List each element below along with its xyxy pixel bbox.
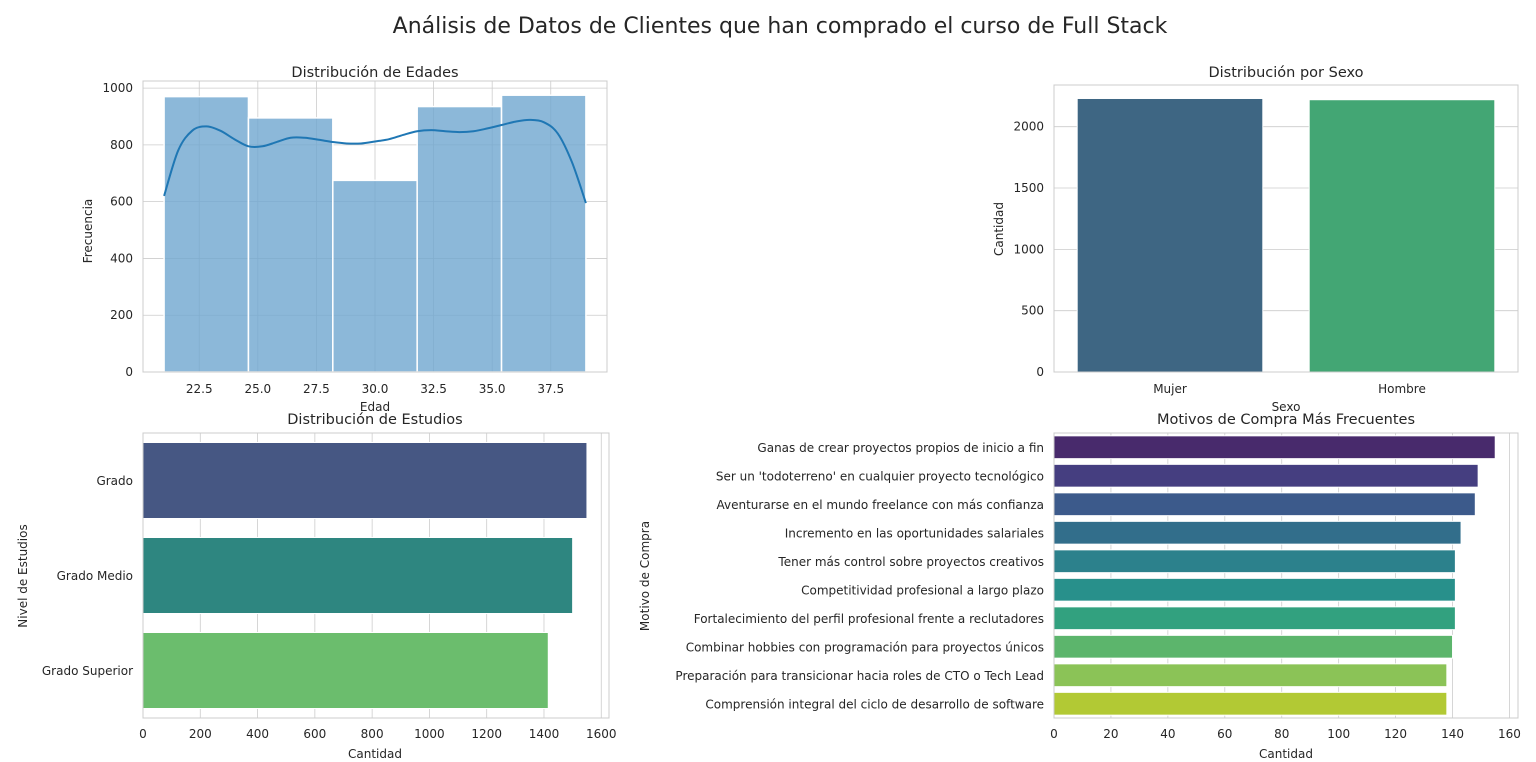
sex-bar: [1308, 99, 1496, 373]
studies-xtick-label: 1000: [414, 727, 445, 741]
sex-bar-frame: [1053, 84, 1519, 373]
motives-barh-ylabel: Motivo de Compra: [638, 521, 652, 631]
motives-bar: [1053, 606, 1456, 631]
age-histogram-bar: [416, 105, 503, 373]
sex-ytick-label: 0: [1036, 365, 1044, 379]
motives-ytick-label: Comprensión integral del ciclo de desarr…: [705, 697, 1044, 711]
motives-xtick-label: 20: [1103, 727, 1118, 741]
age-histogram-ylabel: Frecuencia: [81, 199, 95, 264]
studies-xtick-label: 1600: [586, 727, 617, 741]
studies-ytick-label: Grado Medio: [57, 569, 133, 583]
age-histogram-frame: [142, 80, 608, 373]
age-histogram-bar: [332, 179, 418, 373]
sex-ytick-label: 2000: [1013, 120, 1044, 134]
studies-ytick-label: Grado: [96, 474, 133, 488]
age-histogram-bar: [500, 94, 587, 373]
motives-ytick-label: Preparación para transicionar hacia role…: [675, 669, 1044, 683]
motives-xtick-label: 60: [1217, 727, 1232, 741]
motives-barh-panel: 0 20 40 60 80 100 120 140 160 Ganas de crear proy…: [638, 412, 1521, 761]
age-ytick-label: 200: [110, 308, 133, 322]
age-histogram-title: Distribución de Edades: [291, 65, 458, 81]
studies-bar: [142, 632, 549, 709]
age-ytick-label: 800: [110, 138, 133, 152]
age-xtick-label: 32.5: [420, 382, 447, 396]
studies-barh-title: Distribución de Estudios: [287, 412, 462, 428]
studies-xtick-label: 400: [246, 727, 269, 741]
sex-bar-panel: 0 500 1000 1500 2000 Mujer Hombre Distribución…: [992, 65, 1519, 414]
motives-barh-xlabel: Cantidad: [1259, 747, 1313, 761]
sex-xtick-label: Mujer: [1153, 382, 1187, 396]
sex-xtick-label: Hombre: [1378, 382, 1426, 396]
age-histogram-bar: [247, 117, 334, 373]
sex-ytick-label: 1000: [1013, 242, 1044, 256]
motives-xtick-label: 140: [1441, 727, 1464, 741]
motives-xtick-label: 160: [1498, 727, 1521, 741]
studies-xtick-label: 1200: [471, 727, 502, 741]
motives-ytick-label: Aventurarse en el mundo freelance con má…: [716, 498, 1044, 512]
motives-xtick-label: 80: [1274, 727, 1289, 741]
studies-xtick-label: 1400: [529, 727, 560, 741]
motives-xtick-label: 0: [1050, 727, 1058, 741]
studies-xtick-label: 200: [189, 727, 212, 741]
motives-ytick-label: Ser un 'todoterreno' en cualquier proyec…: [716, 469, 1044, 483]
studies-ytick-label: Grado Superior: [42, 664, 133, 678]
motives-bar: [1053, 435, 1496, 460]
studies-xtick-label: 0: [139, 727, 147, 741]
studies-barh-ylabel: Nivel de Estudios: [16, 524, 30, 627]
age-histogram-xlabel: Edad: [360, 400, 390, 414]
motives-ytick-label: Competitividad profesional a largo plazo: [801, 583, 1044, 597]
sex-bar: [1076, 97, 1264, 373]
age-xtick-label: 37.5: [537, 382, 564, 396]
motives-bar: [1053, 520, 1462, 545]
sex-bar-xlabel: Sexo: [1272, 400, 1301, 414]
figure-title: Análisis de Datos de Clientes que han co…: [393, 14, 1168, 39]
age-histogram-bar: [163, 95, 250, 373]
studies-bar: [142, 537, 574, 614]
age-ytick-label: 0: [125, 365, 133, 379]
sex-ytick-label: 500: [1021, 304, 1044, 318]
motives-bar: [1053, 463, 1479, 488]
motives-barh-frame: [1053, 432, 1519, 719]
motives-bar: [1053, 492, 1476, 517]
studies-barh-xlabel: Cantidad: [348, 747, 402, 761]
age-ytick-label: 400: [110, 251, 133, 265]
age-histogram-panel: 22.5 25.0 27.5 30.0 32.5 35.0 37.5 0 200 400 600 80…: [81, 65, 608, 414]
age-xtick-label: 22.5: [186, 382, 213, 396]
age-kde-line: [163, 118, 587, 204]
studies-xtick-label: 600: [303, 727, 326, 741]
sex-bar-ylabel: Cantidad: [992, 202, 1006, 256]
age-ytick-label: 600: [110, 195, 133, 209]
age-xtick-label: 25.0: [244, 382, 271, 396]
motives-ytick-label: Tener más control sobre proyectos creati…: [777, 555, 1044, 569]
motives-bar: [1053, 577, 1456, 602]
motives-bar: [1053, 663, 1448, 688]
sex-bar-title: Distribución por Sexo: [1208, 65, 1363, 81]
age-xtick-label: 27.5: [303, 382, 330, 396]
motives-ytick-label: Combinar hobbies con programación para p…: [686, 640, 1044, 654]
motives-ytick-label: Incremento en las oportunidades salarial…: [785, 526, 1044, 540]
motives-xtick-label: 100: [1327, 727, 1350, 741]
motives-bar: [1053, 549, 1456, 574]
motives-ytick-label: Ganas de crear proyectos propios de inic…: [757, 441, 1044, 455]
age-xtick-label: 30.0: [362, 382, 389, 396]
sex-ytick-label: 1500: [1013, 181, 1044, 195]
studies-xtick-label: 800: [361, 727, 384, 741]
age-ytick-label: 1000: [102, 81, 133, 95]
motives-barh-title: Motivos de Compra Más Frecuentes: [1157, 412, 1415, 428]
motives-xtick-label: 40: [1160, 727, 1175, 741]
motives-bar: [1053, 634, 1454, 659]
studies-barh-panel: 0 200 400 600 800 1000 1200 1400 1600 Grado Grado …: [16, 412, 617, 761]
motives-xtick-label: 120: [1384, 727, 1407, 741]
studies-bar: [142, 442, 588, 519]
studies-barh-frame: [142, 432, 610, 719]
motives-bar: [1053, 691, 1448, 716]
motives-ytick-label: Fortalecimiento del perfil profesional f…: [694, 612, 1044, 626]
age-xtick-label: 35.0: [479, 382, 506, 396]
